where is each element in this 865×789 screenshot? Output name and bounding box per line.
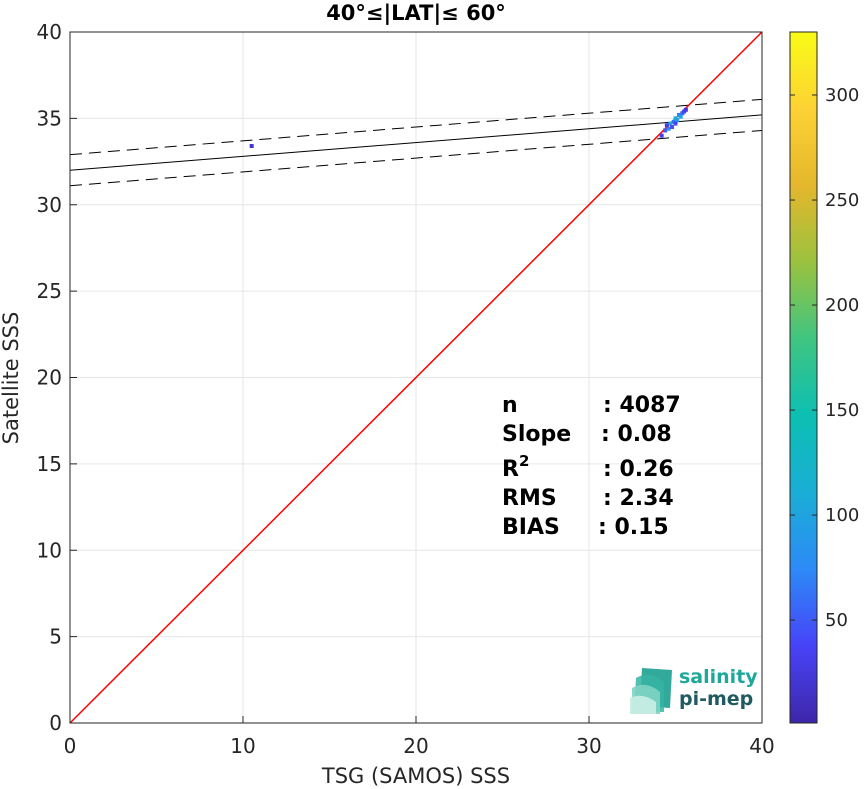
density-point (249, 144, 254, 149)
fit-line (70, 114, 762, 171)
y-axis-label: Satellite SSS (0, 312, 23, 445)
stat-label-slope: Slope (502, 422, 571, 447)
density-point (670, 125, 675, 130)
colorbar-tick-label: 100 (825, 505, 859, 526)
y-axis-ticks: 0 5 10 15 20 25 30 35 40 (37, 20, 77, 735)
density-points (249, 107, 688, 149)
identity-line (70, 32, 762, 723)
x-tick-label: 20 (403, 734, 428, 758)
fit-bound-line (70, 98, 762, 156)
stats-box: n : 4087 Slope : 0.08 R2 : 0.26 RMS : 2.… (502, 393, 681, 540)
plot-lines (70, 32, 762, 723)
x-axis-ticks: 0 10 20 30 40 (64, 716, 775, 758)
x-tick-label: 10 (230, 734, 255, 758)
density-point (663, 128, 668, 133)
stat-value-rms: : 2.34 (603, 486, 674, 511)
y-tick-label: 0 (49, 711, 62, 735)
density-point (659, 133, 664, 138)
colorbar-tick-label: 200 (825, 295, 859, 316)
density-point (675, 118, 680, 123)
colorbar-tick-label: 50 (825, 610, 848, 631)
density-point (664, 123, 669, 128)
x-tick-label: 0 (64, 734, 77, 758)
y-tick-label: 35 (37, 106, 62, 130)
stat-label-bias: BIAS (502, 515, 560, 540)
colorbar (789, 31, 818, 724)
y-tick-label: 15 (37, 452, 62, 476)
logo-waves-icon (630, 668, 672, 714)
x-tick-label: 40 (749, 734, 774, 758)
density-point (668, 121, 673, 126)
x-axis-label: TSG (SAMOS) SSS (321, 764, 510, 788)
y-tick-label: 20 (37, 366, 62, 390)
y-tick-label: 40 (37, 20, 62, 44)
colorbar-tick-label: 250 (825, 190, 859, 211)
y-tick-label: 30 (37, 193, 62, 217)
stat-label-n: n (502, 393, 518, 418)
density-point (678, 114, 683, 119)
y-tick-label: 25 (37, 279, 62, 303)
logo-text-pi-mep: pi-mep (679, 688, 753, 710)
colorbar-ticks: 50 100 150 200 250 300 (790, 85, 859, 631)
colorbar-tick-label: 150 (825, 400, 859, 421)
salinity-pi-mep-logo: salinity pi-mep (630, 666, 758, 714)
stat-label-rms: RMS (502, 486, 557, 511)
y-tick-label: 5 (49, 625, 62, 649)
density-point (673, 121, 678, 126)
colorbar-tick-label: 300 (825, 85, 859, 106)
stat-value-n: : 4087 (603, 393, 681, 418)
stat-value-r2: : 0.26 (603, 457, 674, 482)
density-point (666, 126, 671, 131)
y-tick-label: 10 (37, 538, 62, 562)
chart-title: 40°≤|LAT|≤ 60° (326, 1, 506, 26)
logo-text-salinity: salinity (679, 666, 758, 688)
density-point (683, 107, 688, 112)
stat-value-slope: : 0.08 (601, 422, 672, 447)
stat-label-r: R (502, 457, 519, 482)
stat-label-r-superscript: 2 (519, 452, 529, 470)
stat-label-r2: R2 (502, 452, 529, 482)
x-tick-label: 30 (576, 734, 601, 758)
fit-bound-line (70, 129, 762, 187)
stat-value-bias: : 0.15 (598, 515, 669, 540)
